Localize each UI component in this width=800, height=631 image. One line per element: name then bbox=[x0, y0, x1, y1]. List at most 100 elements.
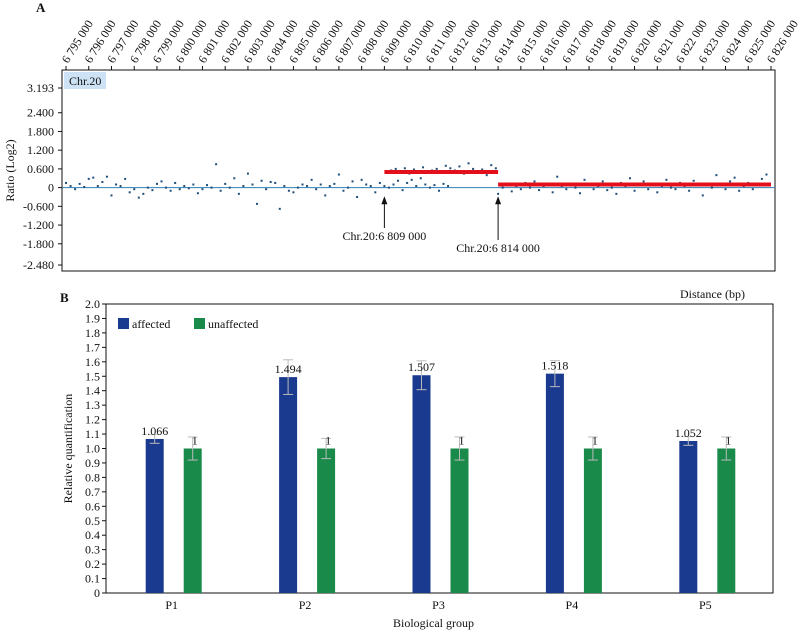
y-tick-label: 1.3 bbox=[85, 398, 100, 412]
affected-bar bbox=[679, 440, 698, 593]
affected-bar bbox=[279, 377, 298, 593]
data-point bbox=[105, 175, 108, 178]
y-tick-label: 0 bbox=[94, 586, 100, 600]
data-label: 1.507 bbox=[408, 360, 435, 374]
data-point bbox=[174, 181, 177, 184]
data-label: 1.494 bbox=[275, 362, 302, 376]
data-point bbox=[378, 181, 381, 184]
data-point bbox=[83, 185, 86, 188]
data-point bbox=[444, 164, 447, 167]
data-point bbox=[519, 188, 522, 191]
data-point bbox=[397, 179, 400, 182]
data-point bbox=[724, 188, 727, 191]
data-point bbox=[69, 185, 72, 188]
data-point bbox=[342, 189, 345, 192]
data-point bbox=[237, 192, 240, 195]
data-point bbox=[412, 168, 415, 171]
data-point bbox=[78, 182, 81, 185]
data-point bbox=[142, 192, 145, 195]
data-point bbox=[133, 188, 136, 191]
data-point bbox=[87, 177, 90, 180]
affected-bar bbox=[545, 373, 564, 593]
data-point bbox=[242, 185, 245, 188]
data-point bbox=[296, 186, 299, 189]
data-point bbox=[319, 183, 322, 186]
y-tick-label: 0.4 bbox=[85, 528, 100, 542]
data-point bbox=[292, 191, 295, 194]
y-tick-label: 0.6 bbox=[85, 499, 100, 513]
affected-bar bbox=[412, 375, 431, 593]
data-point bbox=[165, 186, 168, 189]
y-tick-label: 2.0 bbox=[85, 297, 100, 311]
data-point bbox=[92, 176, 95, 179]
data-point bbox=[215, 163, 218, 166]
data-point bbox=[410, 178, 413, 181]
data-point bbox=[128, 191, 131, 194]
data-point bbox=[565, 188, 568, 191]
data-point bbox=[738, 189, 741, 192]
y-tick-label: 0 bbox=[48, 181, 54, 195]
x-tick-label: P5 bbox=[699, 598, 712, 612]
data-point bbox=[278, 207, 281, 210]
data-point bbox=[365, 183, 368, 186]
x-tick-label: P1 bbox=[165, 598, 178, 612]
data-point bbox=[701, 194, 704, 197]
data-label: 1 bbox=[725, 434, 731, 448]
data-point bbox=[224, 182, 227, 185]
data-point bbox=[733, 176, 736, 179]
legend-swatch bbox=[118, 318, 129, 329]
data-point bbox=[96, 185, 99, 188]
data-point bbox=[551, 191, 554, 194]
y-tick-label: 1.7 bbox=[85, 340, 100, 354]
data-point bbox=[437, 189, 440, 192]
data-point bbox=[187, 187, 190, 190]
data-point bbox=[610, 186, 613, 189]
chromosome-tag: Chr.20 bbox=[69, 74, 101, 88]
annotation-arrow-head bbox=[381, 196, 388, 205]
y-tick-label: -1.200 bbox=[23, 218, 54, 232]
y-tick-label: 1.4 bbox=[85, 384, 100, 398]
y-tick-label: 0.9 bbox=[85, 456, 100, 470]
data-point bbox=[642, 180, 645, 183]
data-point bbox=[137, 196, 140, 199]
y-tick-label: 1.0 bbox=[85, 442, 100, 456]
data-point bbox=[274, 181, 277, 184]
data-point bbox=[433, 184, 436, 187]
data-point bbox=[115, 183, 118, 186]
annotation-label: Chr.20:6 814 000 bbox=[456, 241, 540, 255]
data-point bbox=[383, 185, 386, 188]
data-point bbox=[765, 173, 768, 176]
data-point bbox=[333, 182, 336, 185]
unaffected-bar bbox=[317, 448, 336, 593]
data-point bbox=[196, 192, 199, 195]
data-point bbox=[324, 194, 327, 197]
data-point bbox=[533, 180, 536, 183]
data-point bbox=[183, 185, 186, 188]
x-axis-title: Biological group bbox=[393, 616, 474, 630]
y-tick-label: 3.193 bbox=[27, 81, 54, 95]
data-point bbox=[760, 177, 763, 180]
panel-b-chart: 00.10.20.30.40.50.60.70.80.91.01.11.21.3… bbox=[61, 297, 774, 630]
data-point bbox=[485, 174, 488, 177]
data-point bbox=[435, 167, 438, 170]
data-point bbox=[283, 185, 286, 188]
data-point bbox=[574, 186, 577, 189]
y-tick-label: -0.600 bbox=[23, 199, 54, 213]
data-point bbox=[449, 167, 452, 170]
data-label: 1.518 bbox=[541, 359, 568, 373]
data-label: 1 bbox=[592, 434, 598, 448]
data-point bbox=[494, 167, 497, 170]
data-point bbox=[481, 168, 484, 171]
y-tick-label: 0.3 bbox=[85, 543, 100, 557]
y-tick-label: 0.7 bbox=[85, 485, 100, 499]
y-tick-label: -2.480 bbox=[23, 258, 54, 272]
data-point bbox=[256, 202, 259, 205]
unaffected-bar bbox=[450, 448, 469, 593]
y-tick-label: 1.9 bbox=[85, 311, 100, 325]
data-point bbox=[422, 166, 425, 169]
data-point bbox=[356, 195, 359, 198]
data-point bbox=[751, 188, 754, 191]
data-point bbox=[101, 181, 104, 184]
